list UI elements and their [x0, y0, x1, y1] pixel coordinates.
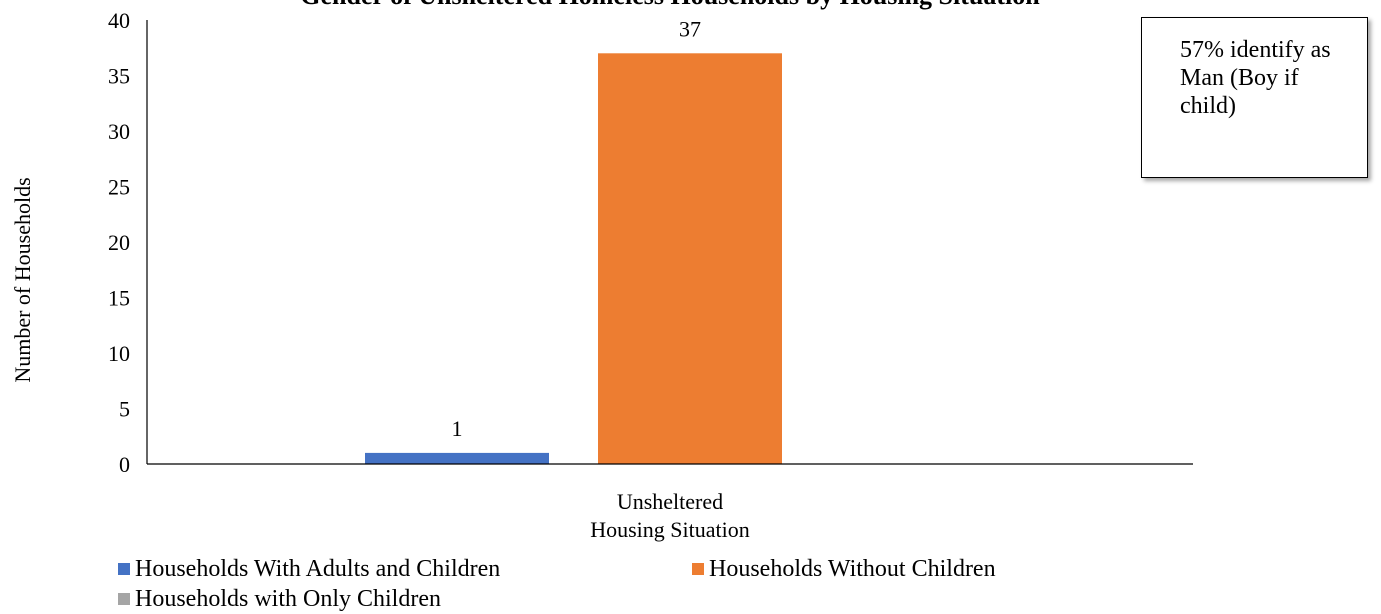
legend-item-without-children: Households Without Children [692, 554, 996, 584]
y-tick-label: 5 [119, 397, 130, 422]
x-axis-title: Housing Situation [590, 517, 750, 542]
chart-title: Gender of Unsheltered Homeless Household… [300, 0, 1040, 10]
legend-swatch [692, 563, 704, 575]
legend-label: Households Without Children [709, 556, 996, 582]
y-tick-label: 0 [119, 452, 130, 477]
y-tick-label: 10 [108, 341, 130, 366]
y-axis-title: Number of Households [10, 177, 35, 382]
y-tick-label: 15 [108, 286, 130, 311]
legend-label: Households With Adults and Children [135, 556, 501, 582]
legend: Households With Adults and Children Hous… [118, 554, 996, 614]
category-labels: Unsheltered [617, 489, 723, 514]
y-tick-label: 20 [108, 230, 130, 255]
annotation-box: 57% identify as Man (Boy if child) [1141, 17, 1368, 178]
y-tick-label: 30 [108, 119, 130, 144]
data-label: 37 [679, 16, 701, 41]
bar [598, 53, 782, 465]
legend-swatch [118, 563, 130, 575]
bars [365, 53, 782, 465]
y-tick-label: 25 [108, 175, 130, 200]
y-tick-label: 35 [108, 64, 130, 89]
annotation-text: 57% identify as Man (Boy if child) [1180, 37, 1331, 119]
legend-item-only-children: Households with Only Children [118, 584, 441, 614]
legend-swatch [118, 593, 130, 605]
data-label: 1 [452, 416, 463, 441]
y-tick-label: 40 [108, 8, 130, 33]
legend-item-adults-children: Households With Adults and Children [118, 554, 692, 584]
legend-label: Households with Only Children [135, 586, 441, 612]
x-category-label: Unsheltered [617, 489, 723, 514]
y-axis-ticks: 0 5 10 15 20 25 30 35 40 [108, 8, 130, 477]
data-labels: 1 37 [452, 16, 702, 441]
bar [365, 452, 549, 464]
